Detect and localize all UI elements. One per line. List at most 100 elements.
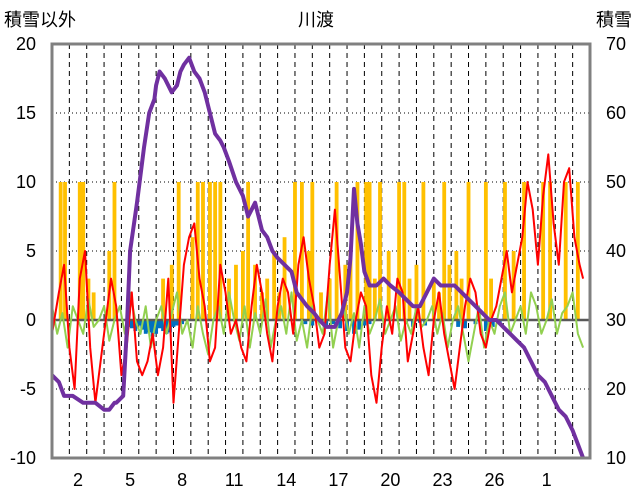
x-tick-label: 1 [542, 470, 552, 490]
sunshine-bar [407, 278, 412, 320]
precipitation-bar [150, 320, 155, 337]
sunshine-bar [421, 182, 426, 320]
precipitation-bar [143, 320, 148, 334]
x-tick-label: 26 [485, 470, 505, 490]
sunshine-bar [246, 182, 251, 320]
plot-frame [50, 42, 592, 460]
x-axis-ticks: 2 5 8 11 14 17 20 23 26 1 [73, 470, 552, 490]
sunshine-bar [63, 182, 67, 320]
x-tick-label: 11 [225, 470, 244, 490]
sunshine-bar [431, 278, 436, 320]
sunshine-bar [327, 278, 332, 320]
precipitation-bar [367, 320, 372, 325]
x-tick-label: 20 [380, 470, 400, 490]
sunshine-bar [176, 182, 181, 320]
sunshine-bar [459, 278, 464, 320]
precipitation-bar [490, 320, 495, 327]
precipitation-bar [157, 320, 162, 329]
sunshine-bar [201, 182, 205, 320]
chart-title: 川渡 [298, 10, 334, 30]
right-axis-ticks: 10 20 30 40 50 60 70 [606, 34, 626, 468]
x-tick-label: 8 [177, 470, 187, 490]
right-tick-label: 20 [606, 379, 626, 399]
precipitation-bar [164, 320, 169, 334]
left-tick-label: 0 [26, 310, 36, 330]
sunshine-bar [253, 264, 257, 320]
series-lines [50, 55, 585, 459]
precipitation-bar [161, 320, 165, 332]
sunshine-bar [218, 182, 223, 320]
sunshine-bar [378, 182, 382, 320]
left-tick-label: 20 [16, 34, 36, 54]
sunshine-bar [522, 182, 526, 320]
precipitation-bar [456, 320, 461, 327]
sunshine-bar [310, 182, 315, 320]
sunshine-bar [260, 292, 264, 320]
sunshine-bar [563, 182, 568, 320]
precipitation-bar [483, 320, 488, 332]
sunshine-bar [81, 182, 86, 320]
sunshine-bar [91, 292, 96, 320]
right-tick-label: 50 [606, 172, 626, 192]
sunshine-bar [447, 264, 452, 320]
sunshine-bar [397, 182, 402, 320]
sunshine-bar [367, 182, 372, 320]
right-tick-label: 40 [606, 241, 626, 261]
precipitation-bar [357, 320, 362, 330]
precipitation-bar [303, 320, 308, 325]
sunshine-bar [402, 182, 407, 320]
sunshine-bar [348, 251, 353, 320]
sunshine-bar [234, 264, 238, 320]
sunshine-bar [293, 182, 297, 320]
sunshine-bar [112, 182, 117, 320]
sunshine-bar [272, 251, 277, 320]
x-tick-label: 17 [328, 470, 348, 490]
sunshine-bar [334, 182, 339, 320]
sunshine-bar [240, 251, 245, 320]
x-tick-label: 5 [125, 470, 135, 490]
sunshine-bar [58, 182, 63, 320]
left-tick-label: 5 [26, 241, 36, 261]
sunshine-bar [489, 278, 493, 320]
sunshine-bar [169, 264, 174, 320]
sunshine-bars [58, 182, 580, 320]
right-tick-label: 30 [606, 310, 626, 330]
precipitation-bar [171, 320, 176, 327]
sunshine-bar [548, 182, 552, 320]
sunshine-bar [503, 182, 507, 320]
sunshine-bar [483, 182, 488, 320]
x-tick-label: 2 [73, 470, 83, 490]
sunshine-bar [414, 264, 419, 320]
precipitation-bar [463, 320, 467, 329]
right-tick-label: 10 [606, 448, 626, 468]
sunshine-bar [265, 278, 270, 320]
precipitation-bar [338, 320, 342, 329]
grid [52, 44, 590, 458]
sunshine-bar [466, 182, 471, 320]
sunshine-bar [364, 182, 369, 320]
precipitation-bar [136, 320, 141, 326]
sunshine-bar [541, 182, 546, 320]
sunshine-bar [282, 237, 287, 320]
left-tick-label: 15 [16, 103, 36, 123]
left-tick-label: 10 [16, 172, 36, 192]
sunshine-bar [190, 237, 195, 320]
precipitation-bar [133, 320, 138, 332]
x-tick-label: 23 [432, 470, 452, 490]
precipitation-bar [331, 320, 336, 325]
left-tick-label: -5 [20, 379, 36, 399]
sunshine-bar [442, 182, 447, 320]
precipitation-bar [362, 320, 367, 326]
sunshine-bar [161, 278, 165, 320]
sunshine-bar [355, 182, 360, 320]
right-tick-label: 70 [606, 34, 626, 54]
precipitation-bar [310, 320, 315, 326]
sunshine-bar [77, 182, 82, 320]
x-tick-label: 14 [276, 470, 296, 490]
precipitation-bar [175, 320, 179, 326]
precipitation-bar [154, 320, 159, 334]
y-axis-label-left: 積雪以外 [4, 10, 76, 30]
right-tick-label: 60 [606, 103, 626, 123]
y-axis-label-right: 積雪 [596, 10, 632, 30]
